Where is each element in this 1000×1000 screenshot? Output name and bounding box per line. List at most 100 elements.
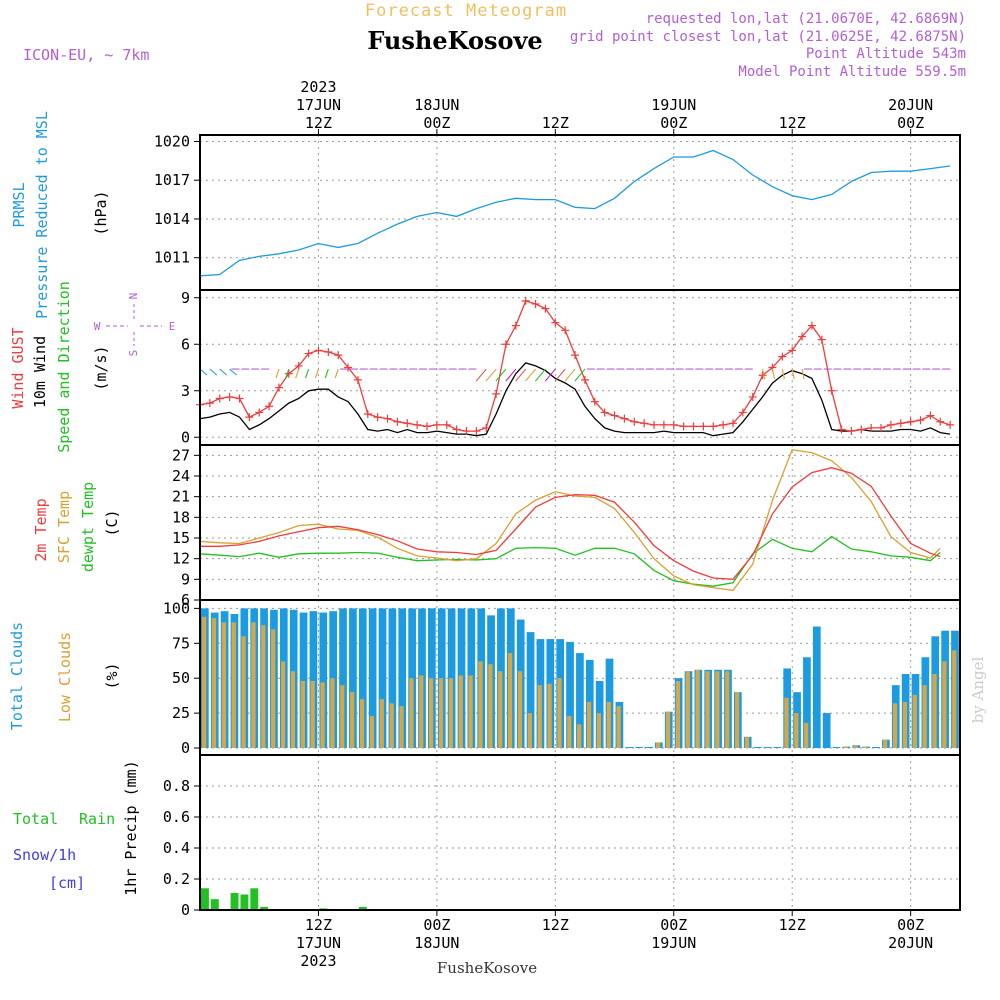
watermark: by Angel xyxy=(969,656,987,723)
bottom-time-label: 20JUN xyxy=(888,934,933,952)
gust-marker xyxy=(383,414,392,423)
gust-marker xyxy=(373,413,382,422)
gust-marker xyxy=(926,411,935,420)
low-cloud-bar xyxy=(231,622,236,749)
rain-bar xyxy=(201,888,209,910)
y-tick-label: 1011 xyxy=(154,249,190,267)
pressure-label-1: PRMSL xyxy=(10,182,28,227)
y-tick-label: 0.4 xyxy=(163,839,190,857)
low-cloud-bar xyxy=(853,745,858,749)
point-altitude: Point Altitude 543m xyxy=(806,46,966,62)
gust-marker xyxy=(462,427,471,436)
wind-direction-arrow xyxy=(515,368,527,382)
y-tick-label: 25 xyxy=(172,704,190,722)
total-cloud-bar xyxy=(625,747,634,749)
wind-direction-arrow xyxy=(762,368,766,380)
temp-label-sfc: SFC Temp xyxy=(55,491,73,563)
model-altitude: Model Point Altitude 559.5m xyxy=(738,64,966,80)
total-cloud-bar xyxy=(368,608,377,749)
temp-label-dewpt: dewpt Temp xyxy=(79,482,97,572)
gust-marker xyxy=(225,392,234,401)
dewpt-temp-line xyxy=(199,535,941,587)
wind-direction-arrow xyxy=(275,368,280,379)
gust-marker xyxy=(679,422,688,431)
top-time-label: 00Z xyxy=(660,114,687,132)
total-cloud-bar xyxy=(299,612,308,749)
y-tick-label: 6 xyxy=(181,591,190,609)
y-tick-label: 15 xyxy=(172,529,190,547)
bottom-time-label: 17JUN xyxy=(296,934,341,952)
gust-marker xyxy=(274,383,283,392)
wind-direction-arrow xyxy=(801,368,805,380)
gust-marker xyxy=(363,410,372,418)
low-cloud-bar xyxy=(902,701,908,749)
wind-direction-arrow xyxy=(334,368,339,379)
y-tick-label: 100 xyxy=(163,599,190,617)
y-tick-label: 1017 xyxy=(154,171,190,189)
prmsl-line xyxy=(199,149,951,277)
low-cloud-bar xyxy=(942,661,947,749)
compass-n: N xyxy=(127,293,140,300)
low-cloud-bar xyxy=(498,671,503,749)
gust-marker xyxy=(817,335,826,344)
y-tick-label: 27 xyxy=(172,446,190,464)
gust-marker xyxy=(205,399,214,408)
gust-marker xyxy=(561,326,570,335)
total-cloud-bar xyxy=(388,608,397,749)
low-cloud-bar xyxy=(359,699,365,749)
precip-label-rain: Rain xyxy=(79,810,115,828)
bottom-time-label: 12Z xyxy=(779,916,806,934)
low-cloud-bar xyxy=(280,661,286,749)
gust-marker xyxy=(620,414,629,423)
low-cloud-bar xyxy=(863,746,868,749)
low-cloud-bar xyxy=(922,685,927,749)
wind-direction-arrow xyxy=(525,368,537,382)
total-cloud-bar xyxy=(319,612,328,749)
y-tick-label: 0 xyxy=(181,428,190,446)
low-cloud-bar xyxy=(221,622,226,749)
low-cloud-bar xyxy=(478,661,483,749)
low-cloud-bar xyxy=(586,701,592,749)
low-cloud-bar xyxy=(537,685,542,749)
gust-marker xyxy=(501,340,510,349)
gust-marker xyxy=(610,411,619,420)
gust-marker xyxy=(886,420,895,429)
low-cloud-bar xyxy=(438,678,444,749)
bottom-time-label: 19JUN xyxy=(651,934,696,952)
low-cloud-bar xyxy=(596,713,602,749)
low-cloud-bar xyxy=(350,692,355,749)
y-tick-label: 18 xyxy=(172,508,190,526)
gust-marker xyxy=(304,349,313,358)
precip-label-cm: [cm] xyxy=(49,874,85,892)
precip-unit: 1hr Precip (mm) xyxy=(122,760,140,895)
low-cloud-bar xyxy=(320,682,325,749)
low-cloud-bar xyxy=(675,680,681,749)
gust-marker xyxy=(877,423,886,432)
gust-marker xyxy=(857,425,866,434)
bottom-time-label: 00Z xyxy=(423,916,450,934)
rain-bar xyxy=(240,894,249,910)
top-time-label: 12Z xyxy=(779,114,806,132)
y-tick-label: 0 xyxy=(181,739,190,757)
gust-marker xyxy=(600,408,609,417)
wind-direction-arrow xyxy=(535,368,546,382)
gust-marker xyxy=(353,375,362,384)
location-title: FusheKosove xyxy=(367,26,542,55)
wind-direction-arrow xyxy=(574,368,586,382)
wind-direction-arrow xyxy=(219,368,228,376)
gust-marker xyxy=(423,422,432,431)
wind-direction-arrow xyxy=(544,368,556,382)
gust-marker xyxy=(492,389,501,398)
rain-bar xyxy=(230,892,239,910)
low-cloud-bar xyxy=(468,675,473,749)
gust-marker xyxy=(896,419,905,428)
gust-marker xyxy=(235,394,244,403)
wind-direction-arrow xyxy=(505,368,517,382)
low-cloud-bar xyxy=(685,671,690,749)
low-cloud-bar xyxy=(211,618,217,749)
gust-marker xyxy=(669,420,678,429)
low-cloud-bar xyxy=(419,675,424,749)
low-cloud-bar xyxy=(290,671,296,749)
gust-marker xyxy=(324,348,333,356)
wind-direction-arrow xyxy=(564,368,576,382)
